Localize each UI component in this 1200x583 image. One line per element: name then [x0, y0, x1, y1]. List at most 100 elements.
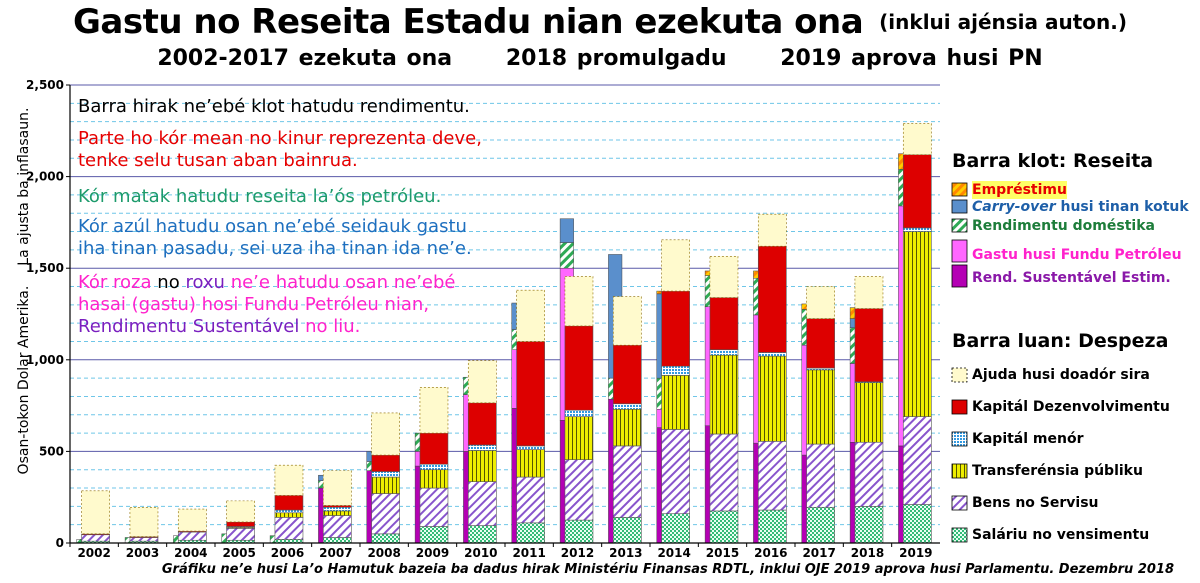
expense-bar-transfer-2019	[902, 231, 932, 417]
expense-bar-minor-2010	[467, 444, 497, 451]
chart-title-suffix: (inklui ajénsia auton.)	[879, 10, 1127, 34]
expense-bar-transfer-2009	[419, 469, 449, 489]
expense-bar-capdev-2008	[371, 454, 400, 472]
annotation-carryover-line2: iha tinan pasadu, sei uza iha tinan ida …	[78, 238, 472, 259]
x-tick-label: 2018	[851, 546, 884, 560]
expense-bar-salary-2018	[854, 506, 884, 544]
legend-label-domestic: Rendimentu doméstika	[972, 218, 1155, 234]
annotation-debt-line1: Parte ho kór mean no kinur reprezenta de…	[78, 128, 482, 149]
expense-bar-capdev-2012	[564, 325, 594, 411]
expense-bar-goods-2010	[467, 481, 497, 526]
expense-bar-capdev-2016	[757, 245, 787, 353]
annotation-petroleum-fund: Kór roza no roxu ne’e hatudu osan ne’ebé…	[78, 272, 456, 338]
annotation-debt-line2: tenke selu tusan aban bainrua.	[78, 150, 358, 171]
expense-bar-minor-2013	[612, 403, 642, 410]
expense-bar-donor-2016	[757, 213, 787, 247]
legend-label-pf-excess: Gastu husi Fundu Petróleu	[972, 247, 1182, 263]
legend-label-capdev: Kapitál Dezenvolvimentu	[972, 399, 1170, 415]
chart-title-main: Gastu no Reseita Estadu nian ezekuta ona	[73, 2, 864, 42]
expense-bar-goods-2002	[81, 534, 110, 542]
expense-bar-salary-2012	[564, 519, 594, 544]
expense-bar-minor-2012	[564, 409, 594, 417]
expense-bar-salary-2011	[516, 522, 545, 544]
expense-bar-minor-2016	[757, 352, 787, 357]
revenue-bar-carry-2012	[559, 218, 574, 243]
x-tick-label: 2014	[657, 546, 690, 560]
x-tick-label: 2013	[609, 546, 642, 560]
expense-bar-salary-2008	[371, 533, 400, 544]
legend-swatch-goods	[951, 495, 968, 511]
expense-bar-minor-2019	[902, 227, 932, 232]
expense-bar-goods-2007	[322, 515, 352, 538]
x-tick-label: 2011	[512, 546, 545, 560]
x-tick-label: 2017	[802, 546, 835, 560]
legend-label-carryover-em: Carry-over	[972, 199, 1056, 215]
expense-bar-salary-2010	[467, 525, 497, 544]
annotation-pf-esi: Rendimentu Sustentável	[78, 316, 300, 337]
legend-swatch-carry	[951, 199, 968, 214]
expense-bar-goods-2013	[612, 445, 642, 518]
expense-bar-salary-2016	[757, 509, 787, 544]
expense-bar-donor-2009	[419, 386, 449, 434]
legend-swatch-salary	[951, 527, 968, 543]
legend-label-carryover-rest: husi tinan kotuk	[1060, 199, 1189, 215]
expense-bar-transfer-2013	[612, 408, 642, 447]
x-tick-label: 2007	[319, 546, 352, 560]
expense-bar-transfer-2011	[516, 449, 545, 478]
expense-bar-goods-2003	[129, 537, 159, 542]
expense-bar-salary-2019	[902, 504, 932, 544]
y-tick-label: 1,000	[26, 353, 64, 367]
expense-bar-donor-2006	[274, 464, 304, 496]
expense-bar-donor-2002	[81, 490, 110, 535]
x-tick-label: 2019	[899, 546, 932, 560]
expense-bar-minor-2006	[274, 509, 304, 514]
x-tick-label: 2016	[754, 546, 787, 560]
legend-swatch-pf_excess	[951, 239, 968, 263]
expense-bar-salary-2017	[806, 506, 835, 544]
legend-swatch-domestic	[951, 218, 968, 233]
legend-label-transfer: Transferénsia públiku	[972, 463, 1143, 479]
expense-bar-donor-2003	[129, 506, 159, 537]
expense-bar-donor-2005	[226, 500, 255, 523]
x-tick-label: 2015	[706, 546, 739, 560]
expense-bar-goods-2014	[661, 429, 690, 514]
x-tick-label: 2005	[222, 546, 255, 560]
expense-bar-salary-2014	[661, 513, 690, 544]
expense-bar-capdev-2015	[709, 297, 739, 351]
annotation-pf-line2: hasai (gastu) hosi Fundu Petróleu nian,	[78, 294, 430, 315]
chart-title: Gastu no Reseita Estadu nian ezekuta ona…	[0, 2, 1200, 42]
expense-bar-minor-2007	[322, 506, 352, 512]
bars-layer	[76, 123, 932, 544]
annotation-carryover: Kór azúl hatudu osan ne’ebé seidauk gast…	[78, 216, 472, 260]
expense-bar-capdev-2005	[226, 521, 255, 527]
annotation-nonoil: Kór matak hatudu reseita la’ós petróleu.	[78, 186, 442, 207]
legend-label-minor: Kapitál menór	[972, 431, 1084, 447]
x-tick-label: 2012	[561, 546, 594, 560]
revenue-bar-domestic-2012	[559, 242, 574, 269]
legend-label-carryover: Carry-over husi tinan kotuk	[972, 198, 1189, 216]
expense-bar-salary-2009	[419, 526, 449, 544]
expense-bar-capdev-2010	[467, 402, 497, 446]
expense-bar-donor-2008	[371, 412, 400, 456]
legend-swatch-donor	[951, 367, 968, 383]
legend-swatch-capdev	[951, 399, 968, 415]
expense-bar-transfer-2010	[467, 450, 497, 482]
annotation-carryover-line1: Kór azúl hatudu osan ne’ebé seidauk gast…	[78, 216, 467, 237]
legend-swatch-loan	[951, 182, 968, 197]
expense-bar-minor-2014	[661, 365, 690, 376]
expense-bar-goods-2004	[177, 531, 207, 541]
annotation-pf-pink2: ne’e hatudu osan ne’ebé	[230, 272, 456, 293]
expense-bar-donor-2013	[612, 296, 642, 346]
y-tick-label: 2,000	[26, 170, 64, 184]
expense-bar-donor-2010	[467, 360, 497, 404]
legend-label-salary: Saláriu no vensimentu	[972, 527, 1150, 543]
axes-layer: 2002 2003 2004 2005 2006 2007 2008 2009 2010 2011…	[26, 78, 940, 560]
x-tick-label: 2006	[271, 546, 304, 560]
legend-label-donor: Ajuda husi doadór sira	[972, 367, 1150, 383]
y-tick-label: 2,500	[26, 78, 64, 92]
expense-bar-goods-2005	[226, 528, 255, 541]
expense-bar-goods-2012	[564, 459, 594, 521]
annotation-debt: Parte ho kór mean no kinur reprezenta de…	[78, 128, 482, 172]
expense-bar-goods-2019	[902, 416, 932, 505]
